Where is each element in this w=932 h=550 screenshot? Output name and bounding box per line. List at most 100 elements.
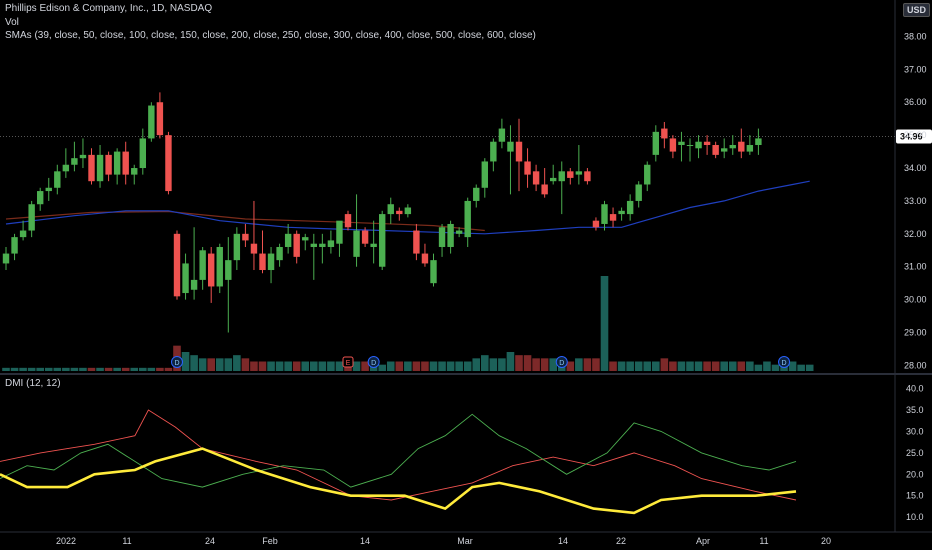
volume-bar: [566, 361, 575, 371]
candle-body: [609, 214, 617, 221]
candle-body: [105, 154, 112, 175]
volume-bar: [711, 361, 720, 371]
volume-bar: [113, 367, 121, 371]
dmi-pane[interactable]: [0, 409, 797, 515]
candle-body: [45, 187, 52, 192]
candle-body: [481, 161, 488, 188]
volume-label[interactable]: Vol: [5, 17, 19, 28]
time-tick-label: 22: [616, 536, 626, 546]
volume-bar: [121, 367, 130, 371]
price-tick-label: 32.00: [904, 229, 927, 239]
minus-di-line: [0, 409, 797, 501]
candle-body: [79, 154, 87, 159]
candle-body: [156, 102, 164, 136]
chart-legend-vol: Vol: [5, 17, 19, 28]
candle-body: [54, 171, 61, 188]
volume-bar: [224, 358, 233, 371]
volume-bar: [609, 361, 617, 371]
volume-bar: [438, 361, 446, 371]
volume-bar: [404, 361, 412, 371]
price-tick-label: 36.00: [904, 97, 927, 107]
volume-bar: [498, 358, 506, 371]
price-tick-label: 37.00: [904, 64, 927, 74]
volume-bar: [215, 358, 224, 371]
candle-body: [712, 145, 719, 155]
candle-body: [173, 233, 181, 297]
candle-body: [62, 164, 70, 172]
volume-bar: [763, 361, 771, 371]
dmi-tick-label: 25.0: [906, 448, 924, 458]
candle-body: [532, 171, 540, 185]
volume-bar: [267, 361, 275, 371]
candle-body: [276, 246, 283, 261]
volume-bar: [10, 367, 19, 371]
candle-body: [584, 171, 591, 182]
volume-bar: [686, 361, 694, 371]
marker-label: D: [174, 360, 179, 367]
volume-bar: [275, 361, 284, 371]
candle-body: [396, 210, 403, 215]
volume-bar: [421, 361, 429, 371]
candle-body: [669, 138, 677, 152]
volume-bar: [44, 367, 53, 371]
time-tick-label: 11: [759, 536, 768, 546]
dmi-tick-label: 40.0: [906, 384, 924, 394]
dmi-label[interactable]: DMI (12, 12): [5, 378, 61, 389]
currency-badge[interactable]: USD: [903, 3, 931, 17]
marker-label: D: [371, 360, 376, 367]
volume-bar: [318, 361, 327, 371]
candle-body: [293, 233, 300, 257]
candle-body: [755, 138, 762, 146]
volume-bar: [352, 361, 361, 371]
candle-body: [361, 230, 369, 244]
volume-bar: [617, 361, 626, 371]
volume-bar: [301, 361, 310, 371]
chart-legend-title: Phillips Edison & Company, Inc., 1D, NAS…: [5, 3, 212, 14]
candle-body: [661, 128, 668, 139]
candle-body: [148, 105, 155, 139]
volume-bar: [412, 361, 421, 371]
dmi-tick-label: 30.0: [906, 426, 924, 436]
volume-bar: [677, 361, 686, 371]
candle-body: [122, 151, 129, 175]
volume-bar: [386, 361, 395, 371]
price-pane[interactable]: 34.96: [0, 92, 932, 333]
candle-body: [738, 141, 745, 152]
volume-bar: [27, 367, 36, 371]
volume-bar: [754, 364, 763, 371]
volume-bar: [70, 367, 79, 371]
candle-body: [644, 164, 651, 185]
candle-body: [199, 250, 206, 280]
volume-bar: [156, 367, 164, 371]
volume-bar: [523, 355, 532, 371]
candle-body: [473, 187, 480, 201]
candle-body: [515, 141, 523, 162]
earnings-marker: [342, 356, 354, 368]
price-tick-label: 29.00: [904, 328, 927, 338]
candle-body: [498, 128, 506, 142]
dmi-tick-label: 15.0: [906, 491, 924, 501]
volume-bar: [626, 361, 634, 371]
candle-body: [652, 131, 659, 155]
symbol-title[interactable]: Phillips Edison & Company, Inc., 1D, NAS…: [5, 3, 213, 14]
axis-layer: 38.00 37.00 36.00 35.00 34.00 33.00 32.00 31.00…: [56, 31, 927, 546]
price-tick-label: 38.00: [904, 31, 927, 41]
volume-bar: [250, 361, 258, 371]
time-tick-label: 24: [205, 536, 215, 546]
last-price-tag: [896, 129, 932, 144]
volume-bar: [746, 361, 754, 371]
candle-body: [165, 135, 172, 192]
candle-body: [379, 214, 386, 267]
candle-body: [139, 138, 146, 169]
volume-bar: [87, 367, 96, 371]
dividend-marker: [367, 356, 380, 368]
sma-label[interactable]: SMAs (39, close, 50, close, 100, close, …: [5, 30, 536, 41]
marker-label: D: [782, 360, 787, 367]
volume-bar: [207, 358, 215, 371]
volume-bar: [198, 358, 207, 371]
volume-bar: [2, 367, 10, 371]
volume-bar: [652, 361, 660, 371]
volume-bar: [515, 355, 523, 371]
